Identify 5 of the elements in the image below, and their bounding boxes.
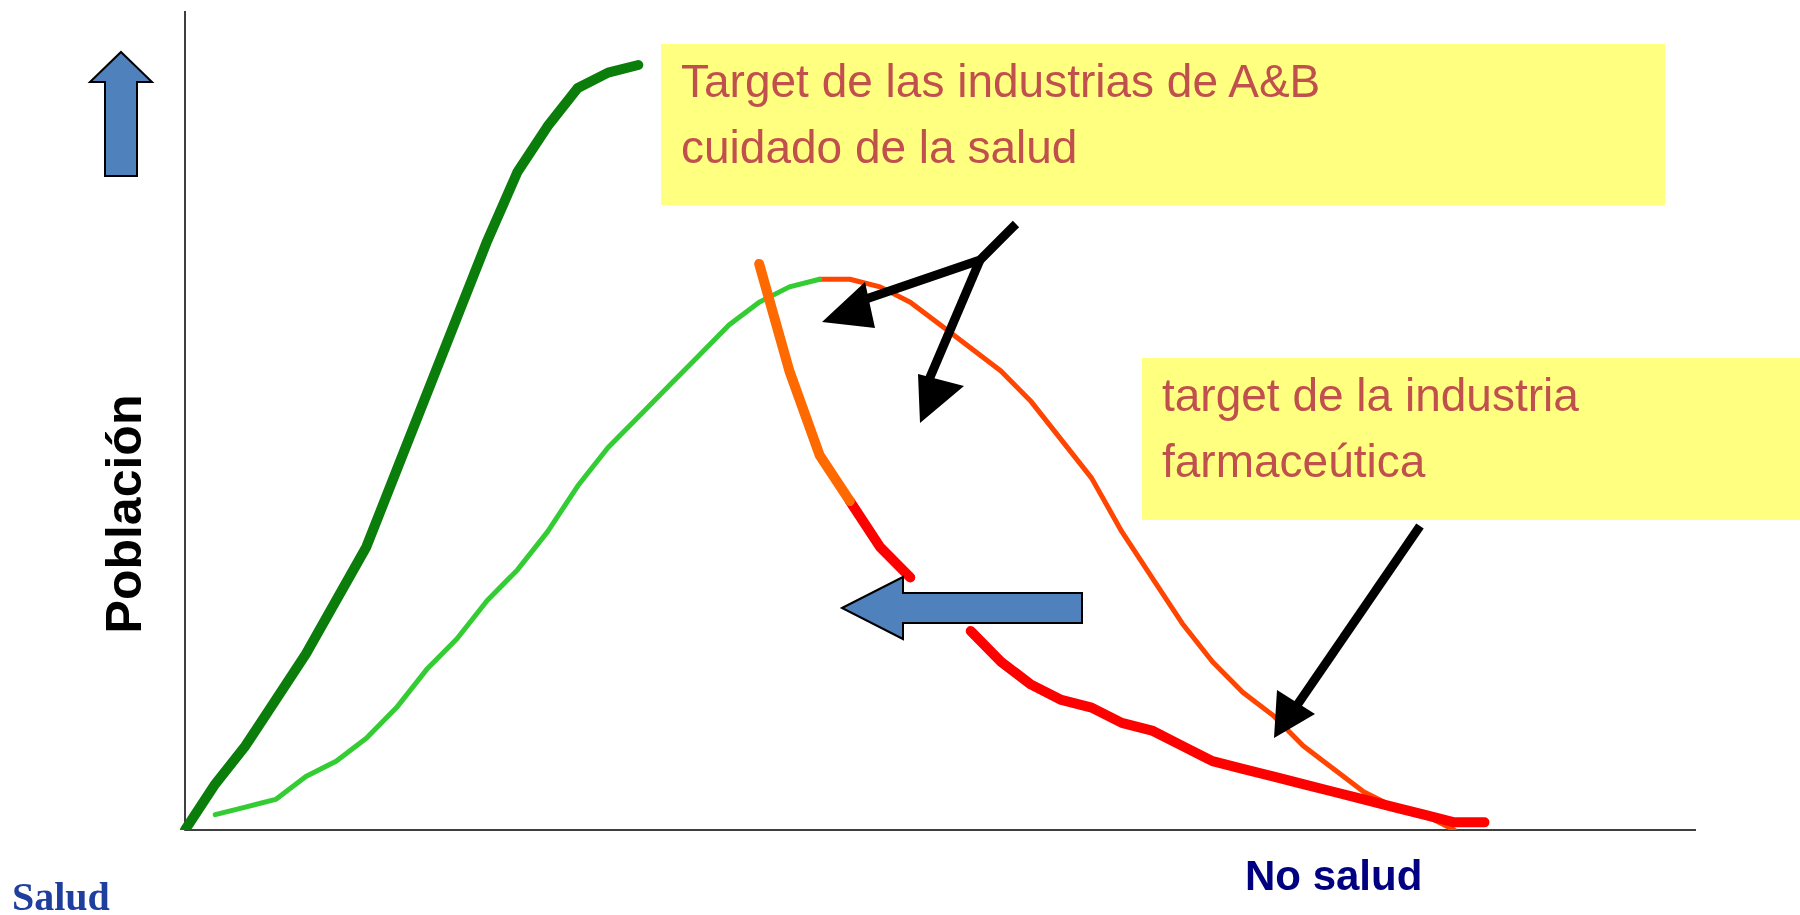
callout-box: Target de las industrias de A&B cuidado de la salud xyxy=(661,44,1665,205)
callout-box: target de la industria farmaceútica xyxy=(1142,358,1800,520)
text: Salud xyxy=(12,873,110,915)
text: No salud xyxy=(1245,852,1423,900)
y-axis-title: Población xyxy=(95,394,153,634)
